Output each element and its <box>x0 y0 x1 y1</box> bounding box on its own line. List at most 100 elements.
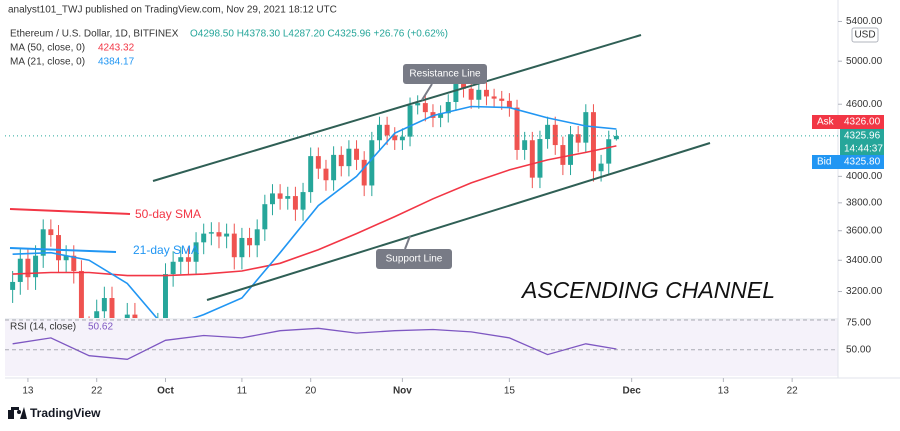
candle-body <box>63 255 69 261</box>
candle-body <box>308 156 314 193</box>
x-tick-label: 11 <box>237 386 248 397</box>
ask-box <box>840 115 884 129</box>
ask-name: Ask <box>817 117 835 128</box>
sma50-label: 50-day SMA <box>135 207 201 221</box>
ask: 4326.00 <box>844 117 881 128</box>
candle-body <box>277 193 283 199</box>
candle-body <box>537 139 543 178</box>
candle-body <box>170 261 176 275</box>
candle-body <box>369 140 375 186</box>
support-box <box>376 249 452 269</box>
candle-body <box>124 314 130 318</box>
footer-brand: TradingView <box>30 406 101 420</box>
publisher: analyst101_TWJ published on TradingView.… <box>8 5 337 16</box>
ma50-legend: MA (50, close, 0) <box>10 43 85 54</box>
candle-body <box>384 124 390 136</box>
ask-tag <box>812 115 840 129</box>
candle-body <box>239 237 245 258</box>
bid-name: Bid <box>817 157 831 168</box>
candle-body <box>415 103 421 106</box>
countdown: 14:44:37 <box>844 144 883 155</box>
y-tick-label: 4000.00 <box>846 171 883 182</box>
y-tick-label: 3600.00 <box>846 225 883 236</box>
ma-lines <box>12 105 617 318</box>
x-tick-label: Nov <box>393 386 412 397</box>
rsi-tick-label: 50.00 <box>846 344 871 355</box>
sma21-sample <box>9 247 117 253</box>
candle-body <box>407 105 413 137</box>
rsi-tick-label: 75.00 <box>846 318 871 329</box>
candle-body <box>453 81 459 102</box>
bid-tag <box>812 155 840 169</box>
y-tick-label: 5400.00 <box>846 16 883 27</box>
candle-body <box>568 134 574 165</box>
axes: 3200.00 3400.00 3600.00 3800.00 4000.00 4600.… <box>5 16 883 397</box>
candle-body <box>338 154 344 167</box>
candle-body <box>422 103 428 113</box>
ohlc: O4298.50 H4378.30 L4287.20 C4325.96 +26.… <box>190 29 448 40</box>
candle-body <box>323 168 329 181</box>
ma21-legend-value: 4384.17 <box>98 57 135 68</box>
candle-body <box>254 229 260 246</box>
candle-body <box>445 101 451 114</box>
ma-line <box>12 105 617 318</box>
candle-body <box>499 98 505 101</box>
candle-body <box>529 140 535 178</box>
ma50-legend-value: 4243.32 <box>98 43 135 54</box>
candle-body <box>315 156 321 169</box>
candle-body <box>483 89 489 97</box>
candle-body <box>78 270 84 318</box>
resistance-box <box>403 64 487 84</box>
candle-body <box>354 148 360 160</box>
channel-lower <box>206 142 711 301</box>
bid-box <box>840 155 884 169</box>
rsi-line <box>12 327 617 360</box>
x-tick-label: Oct <box>157 386 174 397</box>
candle-body <box>247 237 253 246</box>
candle-body <box>346 148 352 167</box>
rsi <box>12 327 617 360</box>
candle-body <box>522 140 528 150</box>
last-price: 4325.96 <box>844 131 881 142</box>
candle-body <box>33 255 39 278</box>
candle-body <box>376 124 382 141</box>
ma-line <box>12 145 617 277</box>
candle-body <box>545 124 551 140</box>
x-tick-label: 13 <box>22 386 34 397</box>
candle-body <box>491 96 497 99</box>
candle-body <box>216 232 222 237</box>
y-tick-label: 5000.00 <box>846 56 883 67</box>
candle-body <box>40 229 46 256</box>
candle-body <box>231 233 237 258</box>
candle-body <box>71 255 77 271</box>
candle-body <box>292 196 298 210</box>
candle-body <box>583 112 589 143</box>
candle-body <box>201 233 207 243</box>
candle-body <box>109 298 115 318</box>
x-tick-label: 22 <box>91 386 103 397</box>
candle-body <box>163 274 168 318</box>
candle-body <box>178 257 184 262</box>
x-tick-label: 13 <box>718 386 730 397</box>
candle-body <box>269 193 275 205</box>
rsi-panel <box>5 320 838 376</box>
candle-body <box>613 135 619 140</box>
currency-box[interactable] <box>851 27 879 43</box>
candle-body <box>300 192 306 210</box>
candle-body <box>94 311 100 318</box>
support-label: Support Line <box>386 254 443 265</box>
candle-body <box>48 229 54 236</box>
candle-body <box>590 112 596 172</box>
sma21-label: 21-day SMA <box>133 243 199 257</box>
candle-body <box>17 258 23 282</box>
y-tick-label: 3200.00 <box>846 286 883 297</box>
candle-body <box>552 124 558 146</box>
channel-upper <box>152 34 642 182</box>
candle-body <box>25 258 31 278</box>
candle-body <box>224 233 230 237</box>
candle-body <box>208 232 214 234</box>
candle-body <box>101 298 107 312</box>
candle-body <box>10 281 16 290</box>
candle-body <box>461 81 467 89</box>
